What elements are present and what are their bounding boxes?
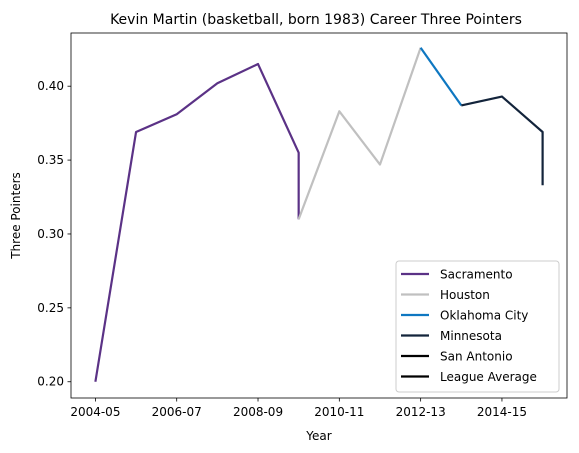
y-tick-label: 0.40 — [37, 79, 64, 93]
legend-label: Houston — [440, 288, 490, 302]
x-tick-label: 2012-13 — [396, 405, 446, 419]
y-axis-label: Three Pointers — [9, 172, 23, 260]
x-tick-label: 2010-11 — [314, 405, 364, 419]
legend-box — [395, 260, 560, 393]
plot-area — [70, 32, 568, 399]
y-tick-label: 0.25 — [37, 301, 64, 315]
chart-title: Kevin Martin (basketball, born 1983) Car… — [110, 12, 522, 28]
y-axis: 0.20 0.25 0.30 0.35 0.40 — [37, 79, 71, 389]
series-lines — [94, 47, 544, 382]
x-tick-label: 2014-15 — [477, 405, 527, 419]
x-tick-label: 2004-05 — [70, 405, 120, 419]
series-line-sacramento — [94, 62, 300, 382]
legend-label: San Antonio — [440, 350, 513, 364]
x-axis: 2004-05 2006-07 2008-09 2010-11 2012-13 2014-… — [70, 398, 527, 419]
legend: Sacramento Houston Oklahoma City Minnesota S… — [395, 260, 560, 393]
legend-label: League Average — [440, 370, 537, 384]
y-tick-label: 0.30 — [37, 227, 64, 241]
legend-label: Oklahoma City — [440, 309, 528, 323]
series-line-oklahoma-city — [419, 47, 463, 107]
y-tick-label: 0.35 — [37, 153, 64, 167]
x-tick-label: 2006-07 — [152, 405, 202, 419]
legend-label: Sacramento — [440, 268, 513, 282]
x-axis-label: Year — [305, 429, 331, 443]
y-tick-label: 0.20 — [37, 375, 64, 389]
legend-label: Minnesota — [440, 329, 502, 343]
x-tick-label: 2008-09 — [233, 405, 283, 419]
series-line-houston — [297, 47, 422, 220]
series-line-minnesota — [461, 95, 544, 186]
